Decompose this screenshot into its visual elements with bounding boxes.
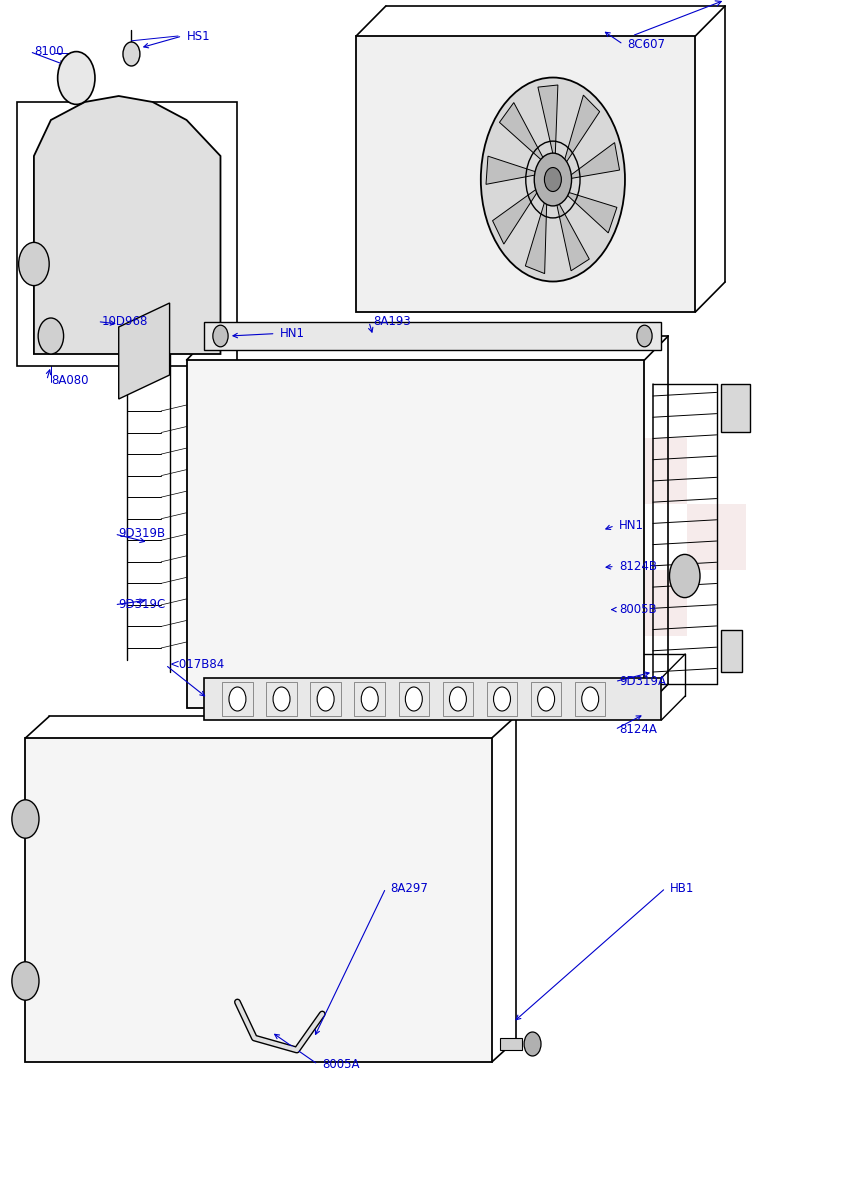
Bar bbox=[509, 504, 568, 570]
Polygon shape bbox=[119, 304, 170, 398]
Circle shape bbox=[229, 686, 246, 710]
Polygon shape bbox=[562, 191, 617, 233]
Bar bbox=[509, 438, 568, 504]
Polygon shape bbox=[526, 194, 547, 274]
Circle shape bbox=[361, 686, 378, 710]
Text: 10D968: 10D968 bbox=[102, 316, 148, 328]
Text: 8100: 8100 bbox=[34, 46, 64, 58]
Bar bbox=[568, 438, 628, 504]
Text: HB1: HB1 bbox=[670, 882, 695, 894]
Bar bbox=[399, 682, 429, 716]
Text: 8005A: 8005A bbox=[322, 1058, 360, 1070]
Bar bbox=[575, 682, 605, 716]
Circle shape bbox=[19, 242, 49, 286]
Bar bbox=[568, 570, 628, 636]
Bar bbox=[628, 438, 687, 504]
Circle shape bbox=[12, 962, 39, 1001]
Text: 8A193: 8A193 bbox=[373, 316, 411, 328]
Bar bbox=[354, 682, 385, 716]
Circle shape bbox=[12, 799, 39, 838]
Text: HS1: HS1 bbox=[187, 30, 210, 42]
Text: 8A297: 8A297 bbox=[390, 882, 428, 894]
Bar bbox=[17, 102, 237, 366]
Text: 9D319A: 9D319A bbox=[619, 676, 666, 688]
Bar bbox=[204, 322, 661, 350]
Bar bbox=[443, 682, 473, 716]
Polygon shape bbox=[486, 156, 542, 185]
Text: 8124A: 8124A bbox=[619, 724, 657, 736]
Text: 8C607: 8C607 bbox=[628, 38, 666, 50]
Polygon shape bbox=[34, 96, 220, 354]
Bar bbox=[721, 384, 750, 432]
Bar bbox=[310, 682, 341, 716]
Bar bbox=[187, 360, 644, 708]
Bar bbox=[204, 678, 661, 720]
Text: 8124B: 8124B bbox=[619, 560, 657, 572]
Circle shape bbox=[405, 686, 422, 710]
Bar bbox=[25, 738, 492, 1062]
Text: HN1: HN1 bbox=[619, 520, 644, 532]
Polygon shape bbox=[555, 196, 589, 271]
Circle shape bbox=[637, 325, 652, 347]
Bar bbox=[356, 36, 695, 312]
Circle shape bbox=[449, 686, 466, 710]
Text: <017B84: <017B84 bbox=[170, 659, 225, 671]
Bar bbox=[687, 438, 746, 504]
Text: 8005B: 8005B bbox=[619, 604, 656, 616]
Bar bbox=[487, 682, 517, 716]
Bar bbox=[628, 504, 687, 570]
Circle shape bbox=[317, 686, 334, 710]
Bar bbox=[509, 570, 568, 636]
Text: 9D319C: 9D319C bbox=[119, 599, 166, 611]
Text: car  parts: car parts bbox=[338, 559, 510, 593]
Polygon shape bbox=[493, 185, 542, 244]
Text: 8A080: 8A080 bbox=[51, 374, 88, 386]
Bar bbox=[687, 504, 746, 570]
Circle shape bbox=[582, 686, 599, 710]
Circle shape bbox=[481, 78, 625, 282]
Circle shape bbox=[524, 1032, 541, 1056]
Circle shape bbox=[534, 154, 572, 206]
Bar bbox=[266, 682, 297, 716]
Circle shape bbox=[670, 554, 700, 598]
Circle shape bbox=[273, 686, 290, 710]
Circle shape bbox=[544, 168, 561, 192]
Bar bbox=[222, 682, 253, 716]
Bar bbox=[628, 570, 687, 636]
Polygon shape bbox=[499, 102, 547, 164]
Polygon shape bbox=[562, 95, 600, 169]
Polygon shape bbox=[538, 85, 558, 163]
Circle shape bbox=[38, 318, 64, 354]
Text: scuderia: scuderia bbox=[277, 474, 571, 534]
Bar bbox=[500, 1038, 522, 1050]
Circle shape bbox=[494, 686, 510, 710]
Circle shape bbox=[123, 42, 140, 66]
Bar bbox=[721, 630, 742, 672]
Circle shape bbox=[213, 325, 228, 347]
Bar bbox=[687, 570, 746, 636]
Circle shape bbox=[538, 686, 555, 710]
Polygon shape bbox=[565, 143, 620, 180]
Circle shape bbox=[58, 52, 95, 104]
Bar bbox=[531, 682, 561, 716]
Bar bbox=[568, 504, 628, 570]
Text: 9D319B: 9D319B bbox=[119, 528, 166, 540]
Text: HN1: HN1 bbox=[280, 328, 304, 340]
